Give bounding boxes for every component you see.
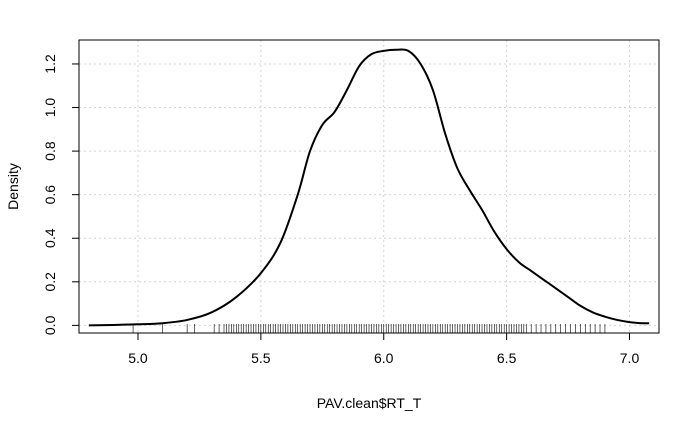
grid-layer	[79, 40, 659, 333]
y-tick-label: 0.0	[42, 315, 58, 335]
rug-layer	[132, 324, 606, 333]
y-tick-label: 0.2	[42, 272, 58, 292]
x-tick-label: 6.5	[497, 350, 517, 366]
x-axis-label: PAV.clean$RT_T	[317, 395, 422, 411]
y-axis-label: Density	[5, 163, 21, 210]
plot-box	[78, 39, 660, 334]
y-tick-label: 0.6	[42, 185, 58, 205]
x-tick-label: 6.0	[374, 350, 394, 366]
y-tick-label: 1.2	[42, 54, 58, 74]
x-tick-label: 7.0	[620, 350, 640, 366]
density-line	[88, 48, 650, 327]
y-tick-label: 0.8	[42, 141, 58, 161]
x-tick-label: 5.0	[128, 350, 148, 366]
x-axis: 5.0 5.5 6.0 6.5 7.0	[128, 333, 639, 366]
y-tick-label: 1.0	[42, 98, 58, 118]
y-axis: 0.0 0.2 0.4 0.6 0.8 1.0 1.2	[42, 54, 79, 335]
x-tick-label: 5.5	[251, 350, 271, 366]
y-tick-label: 0.4	[42, 228, 58, 248]
